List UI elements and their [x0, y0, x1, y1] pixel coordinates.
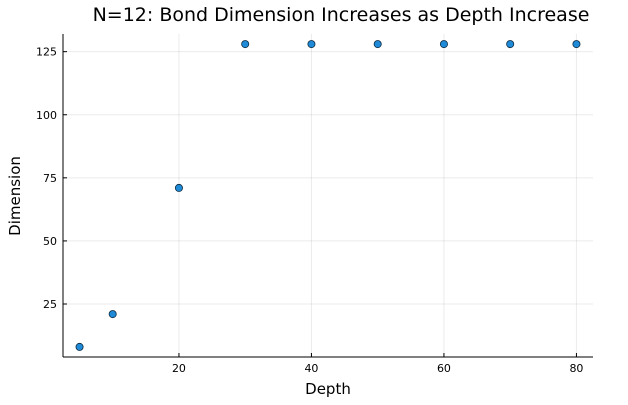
- y-tick-label: 50: [43, 235, 57, 248]
- grid: [63, 34, 593, 357]
- x-ticks: 20 40 60 80: [172, 353, 583, 375]
- axes: [62, 34, 593, 358]
- data-points: [75, 40, 581, 351]
- x-tick-label: 80: [569, 362, 583, 375]
- data-point: [506, 40, 515, 49]
- data-point: [439, 40, 448, 49]
- x-tick-label: 60: [437, 362, 451, 375]
- x-tick-label: 40: [304, 362, 318, 375]
- data-point: [174, 183, 183, 192]
- data-point: [108, 310, 117, 319]
- y-ticks: 25 50 75 100 125: [36, 46, 67, 311]
- y-tick-label: 125: [36, 46, 57, 59]
- x-tick-label: 20: [172, 362, 186, 375]
- data-point: [307, 40, 316, 49]
- x-axis-label: Depth: [305, 380, 351, 398]
- data-point: [572, 40, 581, 49]
- y-tick-label: 100: [36, 109, 57, 122]
- data-point: [75, 342, 84, 351]
- data-point: [373, 40, 382, 49]
- y-tick-label: 25: [43, 298, 57, 311]
- y-tick-label: 75: [43, 172, 57, 185]
- data-point: [241, 40, 250, 49]
- y-axis-label: Dimension: [6, 156, 24, 236]
- chart-title: N=12: Bond Dimension Increases as Depth …: [93, 4, 590, 26]
